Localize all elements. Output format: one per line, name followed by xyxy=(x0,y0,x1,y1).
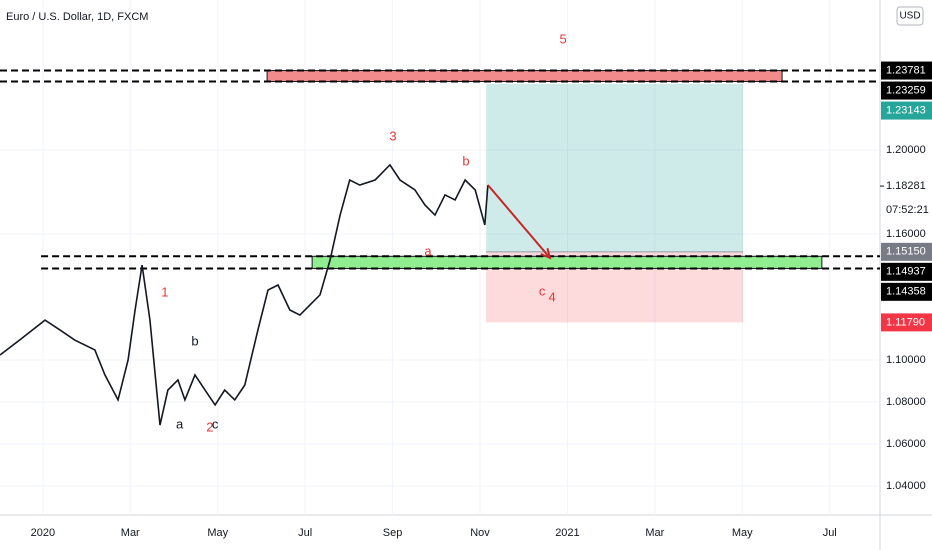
x-tick-label: Mar xyxy=(645,527,664,539)
wave-label: 3 xyxy=(389,128,396,143)
x-tick-label: Nov xyxy=(470,527,490,539)
x-tick-label: Jul xyxy=(823,527,837,539)
price-tag xyxy=(881,282,932,301)
y-tick-label: 1.04000 xyxy=(886,480,926,492)
price-tag-label: 1.23143 xyxy=(886,104,926,116)
countdown: 07:52:21 xyxy=(886,204,929,216)
wave-label: 2 xyxy=(206,419,213,434)
plot: 1.04000 1.06000 1.08000 1.10000 1.16000 1.200… xyxy=(0,0,926,539)
y-tick-label: 1.06000 xyxy=(886,438,926,450)
price-tag xyxy=(881,242,932,261)
price-tag-label: 1.15150 xyxy=(886,246,926,258)
profit-zone xyxy=(486,83,744,252)
wave-label: a xyxy=(424,243,432,258)
wave-label: c xyxy=(212,417,219,432)
price-tag-label: 1.14358 xyxy=(886,286,926,298)
wave-label: 4 xyxy=(549,289,556,304)
x-tick-label: Sep xyxy=(383,527,403,539)
x-tick-label: May xyxy=(732,527,753,539)
zone xyxy=(266,70,783,83)
currency-label[interactable]: USD xyxy=(899,11,920,22)
x-tick-label: 2021 xyxy=(555,527,579,539)
price-tag-label: 1.18281 xyxy=(886,180,926,192)
chart-title: Euro / U.S. Dollar, 1D, FXCM xyxy=(6,11,148,23)
wave-label: 1 xyxy=(161,284,168,299)
price-line xyxy=(0,163,489,426)
price-tag-label: 1.23781 xyxy=(886,64,926,76)
price-tag xyxy=(881,101,932,120)
wave-label: 5 xyxy=(559,31,566,46)
x-tick-label: May xyxy=(207,527,228,539)
x-tick-label: Mar xyxy=(121,527,140,539)
x-tick-label: Jul xyxy=(298,527,312,539)
wave-label: a xyxy=(176,417,184,432)
arrow-head xyxy=(540,247,552,260)
y-tick-label: 1.20000 xyxy=(886,144,926,156)
x-tick-label: 2020 xyxy=(31,527,55,539)
y-tick-label: 1.10000 xyxy=(886,354,926,366)
y-tick-label: 1.08000 xyxy=(886,396,926,408)
wave-label: b xyxy=(462,153,469,168)
price-tag xyxy=(881,61,932,80)
price-tag xyxy=(881,81,932,100)
zone xyxy=(311,255,823,269)
price-tag xyxy=(881,313,932,332)
price-tag-label: 1.11790 xyxy=(886,316,925,328)
arrow xyxy=(487,184,551,259)
wave-label: b xyxy=(191,333,198,348)
y-tick-label: 1.16000 xyxy=(886,228,926,240)
wave-label: c xyxy=(539,283,546,298)
price-tag xyxy=(881,262,932,281)
price-tag-label: 1.14937 xyxy=(886,266,926,278)
currency-button[interactable] xyxy=(896,6,924,26)
price-tag-label: 1.23259 xyxy=(886,84,926,96)
